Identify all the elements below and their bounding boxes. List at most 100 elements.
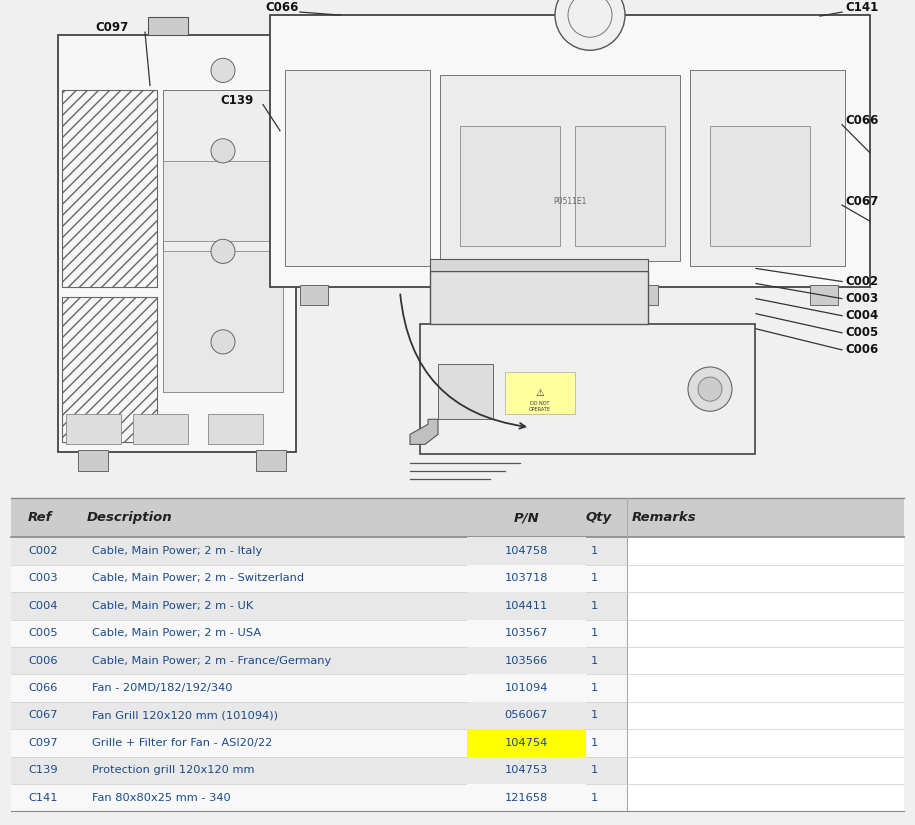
Text: C005: C005 xyxy=(28,629,58,639)
Text: C139: C139 xyxy=(220,94,253,107)
Text: C004: C004 xyxy=(845,309,878,323)
Text: C004: C004 xyxy=(28,601,58,610)
Text: C066: C066 xyxy=(845,114,878,127)
Text: C139: C139 xyxy=(28,766,58,775)
Text: Cable, Main Power; 2 m - France/Germany: Cable, Main Power; 2 m - France/Germany xyxy=(92,656,331,666)
Bar xyxy=(450,285,478,304)
Bar xyxy=(467,757,586,784)
Bar xyxy=(11,565,627,592)
Text: Grille + Filter for Fan - ASI20/22: Grille + Filter for Fan - ASI20/22 xyxy=(92,738,273,747)
Bar xyxy=(58,35,296,452)
Bar xyxy=(627,565,904,592)
Text: 104753: 104753 xyxy=(504,766,548,775)
Text: 1: 1 xyxy=(591,601,598,610)
Bar xyxy=(163,252,283,392)
Bar xyxy=(690,70,845,266)
Text: 104754: 104754 xyxy=(504,738,548,747)
Bar xyxy=(467,784,586,811)
Text: P/N: P/N xyxy=(513,512,539,524)
Text: 121658: 121658 xyxy=(504,793,548,803)
Bar xyxy=(627,674,904,702)
Circle shape xyxy=(688,367,732,411)
Text: P0511E1: P0511E1 xyxy=(554,196,587,205)
Text: C003: C003 xyxy=(28,573,58,583)
Bar xyxy=(627,757,904,784)
Bar xyxy=(66,414,121,445)
Bar xyxy=(148,17,188,35)
Bar xyxy=(630,285,658,304)
Bar xyxy=(467,729,586,757)
Text: C003: C003 xyxy=(845,292,878,305)
Bar xyxy=(438,364,493,419)
Bar xyxy=(62,91,157,286)
Bar xyxy=(467,565,586,592)
Text: 1: 1 xyxy=(591,573,598,583)
Circle shape xyxy=(698,377,722,401)
Bar xyxy=(133,414,188,445)
Bar xyxy=(710,125,810,247)
Bar xyxy=(575,0,605,5)
Bar xyxy=(627,537,904,565)
Text: C006: C006 xyxy=(28,656,58,666)
Bar xyxy=(440,75,680,262)
Text: 1: 1 xyxy=(591,738,598,747)
Circle shape xyxy=(211,139,235,163)
Text: 101094: 101094 xyxy=(504,683,548,693)
Bar xyxy=(62,297,157,442)
Text: C002: C002 xyxy=(845,275,878,288)
Text: C005: C005 xyxy=(845,327,878,339)
Text: C066: C066 xyxy=(265,1,298,13)
Bar xyxy=(575,125,665,247)
Bar xyxy=(505,372,575,414)
Bar xyxy=(11,647,627,674)
Bar xyxy=(11,592,627,620)
Bar xyxy=(467,592,586,620)
Text: 1: 1 xyxy=(591,766,598,775)
Text: Ref: Ref xyxy=(27,512,52,524)
Text: 103718: 103718 xyxy=(504,573,548,583)
Text: Fan 80x80x25 mm - 340: Fan 80x80x25 mm - 340 xyxy=(92,793,231,803)
Bar xyxy=(163,161,283,241)
Bar xyxy=(627,784,904,811)
Text: Cable, Main Power; 2 m - Switzerland: Cable, Main Power; 2 m - Switzerland xyxy=(92,573,305,583)
Bar xyxy=(11,784,627,811)
Bar xyxy=(627,729,904,757)
Bar xyxy=(460,125,560,247)
Bar xyxy=(467,647,586,674)
Text: 104411: 104411 xyxy=(504,601,548,610)
Polygon shape xyxy=(410,419,438,445)
Circle shape xyxy=(211,239,235,263)
Text: Cable, Main Power; 2 m - USA: Cable, Main Power; 2 m - USA xyxy=(92,629,262,639)
Text: 1: 1 xyxy=(591,546,598,556)
Text: C067: C067 xyxy=(845,195,878,208)
Circle shape xyxy=(211,330,235,354)
Bar xyxy=(11,498,904,537)
Text: Remarks: Remarks xyxy=(631,512,696,524)
Bar xyxy=(11,537,627,565)
Text: C141: C141 xyxy=(845,1,878,13)
Bar xyxy=(11,702,627,729)
Text: Cable, Main Power; 2 m - Italy: Cable, Main Power; 2 m - Italy xyxy=(92,546,263,556)
Text: 1: 1 xyxy=(591,793,598,803)
Bar xyxy=(627,647,904,674)
Text: ⚠: ⚠ xyxy=(535,388,544,398)
Text: C066: C066 xyxy=(28,683,58,693)
Bar xyxy=(467,537,586,565)
Bar xyxy=(810,285,838,304)
Bar xyxy=(420,323,755,455)
Text: C002: C002 xyxy=(28,546,58,556)
Text: Protection grill 120x120 mm: Protection grill 120x120 mm xyxy=(92,766,255,775)
Text: 056067: 056067 xyxy=(504,710,548,720)
Text: 103566: 103566 xyxy=(504,656,548,666)
Text: Description: Description xyxy=(87,512,173,524)
Text: C097: C097 xyxy=(28,738,58,747)
Bar xyxy=(285,70,430,266)
Text: Cable, Main Power; 2 m - UK: Cable, Main Power; 2 m - UK xyxy=(92,601,253,610)
Text: 1: 1 xyxy=(591,683,598,693)
Text: C097: C097 xyxy=(95,21,128,34)
Bar xyxy=(467,674,586,702)
Bar xyxy=(256,450,286,470)
Bar xyxy=(430,271,648,323)
Bar xyxy=(300,285,328,304)
Text: 104758: 104758 xyxy=(504,546,548,556)
